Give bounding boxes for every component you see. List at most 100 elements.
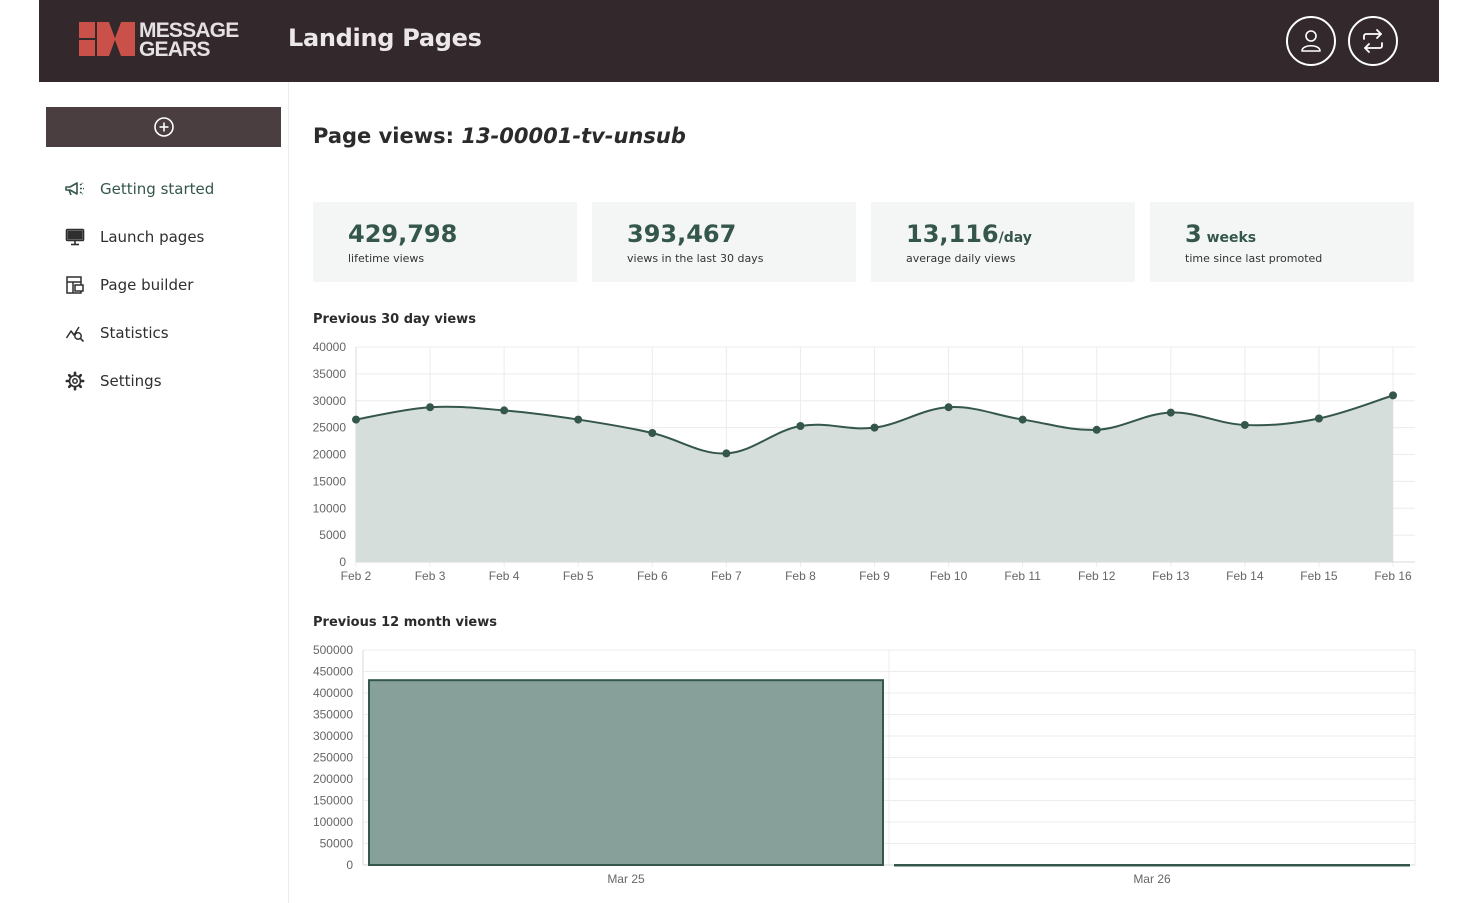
chart-title-12-month: Previous 12 month views [313, 615, 497, 630]
user-button[interactable] [1286, 16, 1336, 66]
x-tick-label: Feb 4 [489, 569, 520, 583]
data-point [1166, 408, 1175, 417]
stat-number: 13,116 [906, 220, 999, 248]
sidebar: Getting started Launch pages Page builde… [39, 82, 289, 903]
sidebar-item-label: Getting started [100, 180, 215, 198]
x-tick-label: Feb 2 [341, 569, 372, 583]
y-tick-label: 5000 [319, 528, 346, 542]
data-point [426, 403, 435, 412]
stat-value: 393,467 [627, 220, 736, 248]
stat-unit: /day [998, 230, 1032, 246]
bar [368, 679, 884, 867]
megaphone-icon [64, 178, 86, 200]
area-fill [356, 395, 1393, 562]
y-tick-label: 350000 [313, 708, 353, 722]
y-tick-label: 0 [339, 555, 346, 569]
x-tick-label: Mar 26 [1133, 872, 1171, 886]
y-tick-label: 40000 [313, 340, 347, 354]
x-tick-label: Feb 6 [637, 569, 668, 583]
messagegears-logo[interactable]: MESSAGE GEARS [79, 20, 249, 62]
chart-title-30-day: Previous 30 day views [313, 312, 476, 327]
x-tick-label: Feb 13 [1152, 569, 1190, 583]
logo-text: MESSAGE GEARS [139, 19, 239, 61]
y-tick-label: 0 [346, 858, 353, 872]
page-title-prefix: Page views: [313, 124, 462, 148]
x-tick-label: Feb 15 [1300, 569, 1338, 583]
data-point [648, 429, 657, 437]
x-tick-label: Feb 7 [711, 569, 742, 583]
app-title: Landing Pages [288, 24, 482, 52]
data-point [352, 415, 360, 424]
data-point [722, 449, 731, 458]
y-tick-label: 35000 [313, 367, 347, 381]
sidebar-item-label: Page builder [100, 276, 194, 294]
chart-search-icon [64, 322, 86, 344]
stat-number: 393,467 [627, 220, 737, 248]
data-point [1240, 420, 1249, 429]
sidebar-item-label: Launch pages [100, 228, 205, 246]
stat-label: lifetime views [348, 252, 425, 265]
sidebar-item-statistics[interactable]: Statistics [64, 320, 169, 346]
logo-mark-icon [79, 22, 135, 56]
sidebar-item-page-builder[interactable]: Page builder [64, 272, 193, 298]
y-tick-label: 25000 [313, 421, 347, 435]
area-chart-30-day: 0 5000 10000 15000 20000 25000 30000 35000 40000… [313, 340, 1415, 583]
data-point [1389, 391, 1397, 400]
x-tick-label: Feb 11 [1004, 569, 1041, 583]
y-tick-label: 30000 [313, 394, 347, 408]
data-point [1314, 414, 1323, 423]
y-tick-label: 300000 [313, 729, 353, 743]
x-tick-label: Feb 3 [415, 569, 446, 583]
y-tick-label: 400000 [313, 686, 353, 700]
data-point [796, 422, 805, 431]
data-point [870, 423, 879, 432]
data-point [1018, 415, 1027, 424]
page-title: Page views: 13-00001-tv-unsub [313, 124, 686, 148]
y-tick-label: 500000 [313, 643, 353, 657]
y-tick-label: 10000 [313, 501, 347, 515]
logo-text-line2: GEARS [139, 38, 210, 61]
y-tick-label: 200000 [313, 772, 353, 786]
data-point [1092, 425, 1101, 434]
plus-circle-icon [153, 117, 174, 137]
stat-label: time since last promoted [1185, 252, 1323, 265]
y-tick-label: 15000 [313, 474, 347, 488]
logo-text-line1: MESSAGE [139, 19, 239, 42]
sidebar-item-getting-started[interactable]: Getting started [64, 176, 214, 202]
top-header: MESSAGE GEARS Landing Pages [39, 0, 1439, 82]
x-tick-label: Feb 9 [859, 569, 890, 583]
data-point [944, 403, 953, 412]
x-tick-label: Feb 12 [1078, 569, 1116, 583]
y-tick-label: 150000 [313, 794, 353, 808]
x-tick-label: Feb 14 [1226, 569, 1264, 583]
data-point [574, 415, 583, 424]
y-tick-label: 100000 [313, 815, 353, 829]
gear-icon [64, 370, 86, 392]
y-tick-label: 450000 [313, 665, 353, 679]
stat-value: 13,116/day [906, 220, 1032, 248]
stat-card-last-promoted: 3 weeks time since last promoted [1150, 202, 1414, 282]
sidebar-item-label: Statistics [100, 324, 169, 342]
layout-icon [64, 274, 86, 296]
stat-value: 429,798 [348, 220, 457, 248]
y-tick-label: 250000 [313, 751, 353, 765]
user-icon [1301, 30, 1321, 52]
monitor-icon [64, 226, 86, 248]
x-tick-label: Mar 25 [607, 872, 645, 886]
stat-label: average daily views [906, 252, 1016, 265]
data-point [500, 406, 509, 415]
stat-card-daily-average: 13,116/day average daily views [871, 202, 1135, 282]
page-id: 13-00001-tv-unsub [461, 124, 686, 148]
sidebar-item-settings[interactable]: Settings [64, 368, 162, 394]
bar [894, 864, 1410, 867]
stat-number: 3 [1185, 220, 1202, 248]
stat-number: 429,798 [348, 220, 458, 248]
sidebar-item-label: Settings [100, 372, 162, 390]
create-page-button[interactable] [46, 107, 281, 147]
y-tick-label: 20000 [313, 448, 347, 462]
switch-button[interactable] [1348, 16, 1398, 66]
x-tick-label: Feb 16 [1374, 569, 1412, 583]
stat-card-lifetime: 429,798 lifetime views [313, 202, 577, 282]
sidebar-item-launch-pages[interactable]: Launch pages [64, 224, 204, 250]
